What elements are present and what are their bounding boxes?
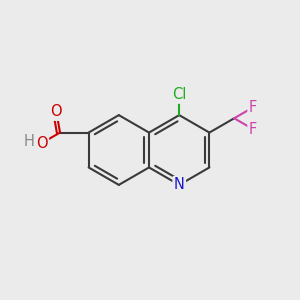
Text: O: O xyxy=(51,104,62,119)
Text: F: F xyxy=(249,122,257,136)
Text: N: N xyxy=(174,177,185,192)
Text: O: O xyxy=(36,136,48,151)
Text: F: F xyxy=(249,100,257,115)
Text: Cl: Cl xyxy=(172,87,186,102)
Text: H: H xyxy=(23,134,34,149)
